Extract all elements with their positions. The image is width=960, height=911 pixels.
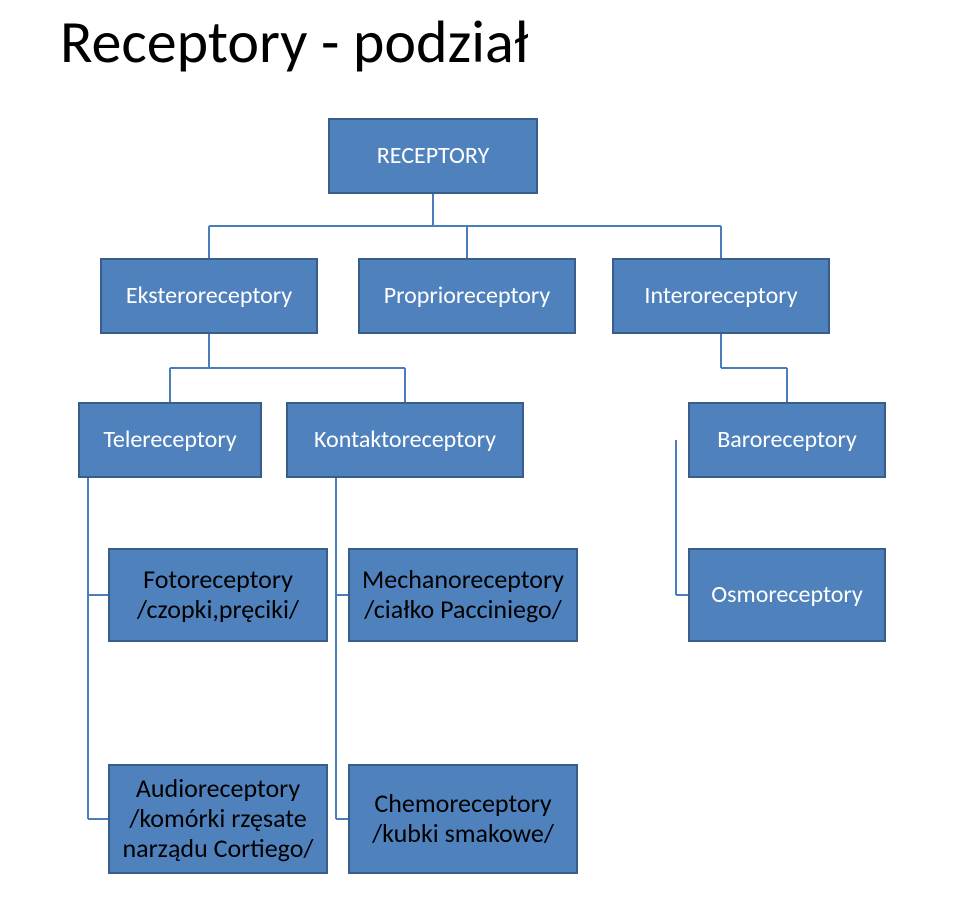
node-telereceptory: Telereceptory (78, 402, 262, 478)
node-fotoreceptory-label: Fotoreceptory /czopki,pręciki/ (100, 542, 336, 648)
node-receptory: RECEPTORY (328, 118, 538, 194)
node-mechanoreceptory-label: Mechanoreceptory /ciałko Pacciniego/ (340, 542, 586, 648)
node-kontaktoreceptory: Kontaktoreceptory (286, 402, 524, 478)
node-interoreceptory: Interoreceptory (612, 258, 830, 334)
node-chemoreceptory-label: Chemoreceptory /kubki smakowe/ (340, 758, 586, 880)
node-eksteroreceptory: Eksteroreceptory (100, 258, 318, 334)
node-osmoreceptory: Osmoreceptory (688, 548, 886, 642)
page-title: Receptory - podział (60, 6, 900, 86)
node-proprioreceptory: Proprioreceptory (358, 258, 576, 334)
node-audioreceptory-label: Audioreceptory /komórki rzęsate narządu … (100, 758, 336, 880)
node-baroreceptory: Baroreceptory (688, 402, 886, 478)
